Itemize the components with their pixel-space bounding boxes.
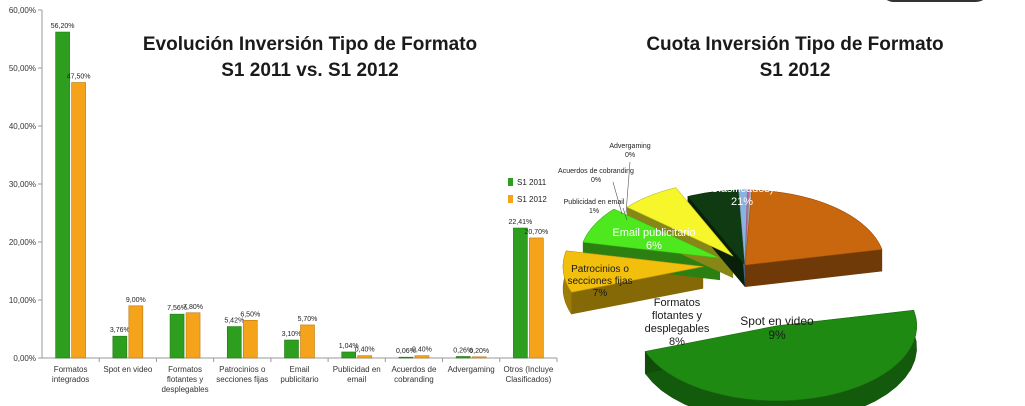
bar-data-label: 1,04% (339, 343, 359, 350)
pie-slice (738, 189, 748, 266)
y-tick-label: 40,00% (9, 122, 36, 131)
y-tick-label: 20,00% (9, 238, 36, 247)
bar-s1-2012 (242, 319, 258, 359)
bar-data-label: 0,06% (396, 348, 416, 355)
bar-data-label: 0,40% (412, 347, 432, 354)
bar-s1-2012 (300, 324, 315, 359)
x-tick-label: Formatos integrados (52, 365, 89, 384)
pie-slice-label: Acuerdos de cobranding 0% (558, 168, 634, 184)
pie-slice-label: Advergaming 0% (609, 143, 650, 159)
bar-s1-2012 (128, 305, 144, 359)
pie-slice-value: 7% (593, 288, 608, 299)
bar-data-label: 5,42% (224, 318, 244, 325)
pie-slice-value: 21% (731, 196, 753, 208)
y-tick-label: 10,00% (9, 296, 36, 305)
bar-s1-2012 (71, 82, 86, 359)
bar-s1-2011 (226, 326, 242, 359)
pie-leader-line (622, 207, 628, 221)
legend-label: S1 2011 (517, 178, 547, 187)
legend-swatch (508, 195, 513, 203)
legend-label: S1 2012 (517, 195, 547, 204)
pie-slice-value: 9% (768, 328, 786, 342)
y-tick-label: 0,00% (13, 354, 36, 363)
bar-s1-2012 (357, 355, 373, 359)
bar-data-label: 3,76% (110, 327, 130, 334)
bar-s1-2011 (284, 339, 299, 359)
bar-s1-2012 (185, 312, 201, 359)
x-tick-label: Publicidad en email (333, 365, 381, 384)
bar-s1-2011 (513, 227, 528, 359)
bar-chart-title-line-1: Evolución Inversión Tipo de Formato (142, 34, 478, 55)
decorative-arc (880, 0, 990, 2)
x-tick-label: Patrocinios o secciones fijas (216, 365, 268, 384)
pie-slice (687, 189, 746, 266)
bar-data-label: 0,20% (469, 348, 489, 355)
pie-slice-value: 6% (646, 240, 662, 252)
bar-data-label: 0,26% (453, 347, 473, 354)
y-tick-label: 50,00% (9, 64, 36, 73)
bar-data-label: 3,10% (282, 331, 302, 338)
pie-slice (582, 208, 721, 259)
bar-s1-2011 (112, 335, 128, 359)
pie-slice-wall (745, 249, 882, 287)
x-tick-label: Spot en video (103, 365, 152, 374)
x-tick-label: Acuerdos de cobranding (391, 365, 436, 384)
bar-data-label: 56,20% (51, 23, 75, 30)
pie-slice (562, 250, 704, 293)
pie-chart-title: Cuota Inversión Tipo de Formato S1 2012 (585, 32, 1005, 84)
bar-s1-2011 (169, 313, 185, 359)
pie-slice-value: 1% (589, 208, 599, 215)
bar-s1-2011 (55, 31, 70, 359)
x-tick-label: Advergaming (448, 365, 495, 374)
bar-data-label: 9,00% (126, 297, 146, 304)
bar-data-label: 5,70% (298, 316, 318, 323)
pie-slice-label: Patrocinios o secciones fijas 7% (567, 264, 632, 299)
bar-data-label: 6,50% (240, 311, 260, 318)
pie-slice-value: 48% (917, 236, 943, 251)
x-tick-label: Email publicitario (280, 365, 319, 384)
bar-s1-2011 (455, 356, 471, 359)
bar-data-label: 7,56% (167, 305, 187, 312)
pie-leader-line (612, 181, 623, 215)
pie-slice (644, 309, 917, 402)
legend-swatch (508, 178, 513, 186)
pie-slice-value: 0% (591, 177, 601, 184)
bar-s1-2012 (414, 355, 430, 359)
pie-slice-label: Formatos integrados 48% (900, 206, 961, 251)
pie-slice-label: Otros (Incluye Clasificados) 21% (708, 170, 776, 208)
bar-data-label: 7,80% (183, 304, 203, 311)
pie-slice-label: Publicidad en email 1% (564, 199, 625, 215)
bar-chart-title-line-2: S1 2011 vs. S1 2012 (221, 60, 399, 81)
bar-s1-2012 (529, 237, 544, 359)
bar-s1-2011 (341, 351, 357, 359)
bar-chart: 0,00% 10,00% 20,00% 30,00% 40,00% 50,00% 60,00… (9, 6, 558, 394)
pie-slice (626, 187, 734, 257)
pie-slice-label: Formatos flotantes y desplegables 8% (645, 297, 710, 348)
bar-chart-title: Evolución Inversión Tipo de Formato S1 2… (100, 32, 520, 84)
bar-s1-2012 (471, 356, 487, 359)
x-tick-label: Otros (Incluye Clasificados) (503, 365, 553, 384)
pie-leader-line (625, 161, 631, 214)
y-tick-label: 60,00% (9, 6, 36, 15)
bar-data-label: 47,50% (67, 74, 91, 81)
bar-data-label: 22,41% (509, 219, 533, 226)
pie-slice-value: 8% (669, 336, 685, 348)
pie-chart-title-line-2: S1 2012 (759, 60, 831, 81)
pie-slice (744, 189, 883, 266)
bar-data-label: 0,40% (355, 347, 375, 354)
bar-data-label: 20,70% (525, 229, 549, 236)
bar-s1-2011 (398, 356, 414, 359)
pie-slice-label: Email publicitario 6% (612, 227, 695, 252)
pie-slice-value: 0% (625, 152, 635, 159)
x-tick-label: Formatos flotantes y desplegables (161, 365, 208, 394)
pie-chart-title-line-1: Cuota Inversión Tipo de Formato (646, 34, 944, 55)
y-tick-label: 30,00% (9, 180, 36, 189)
pie-slice-label: Spot en video 9% (740, 314, 814, 342)
